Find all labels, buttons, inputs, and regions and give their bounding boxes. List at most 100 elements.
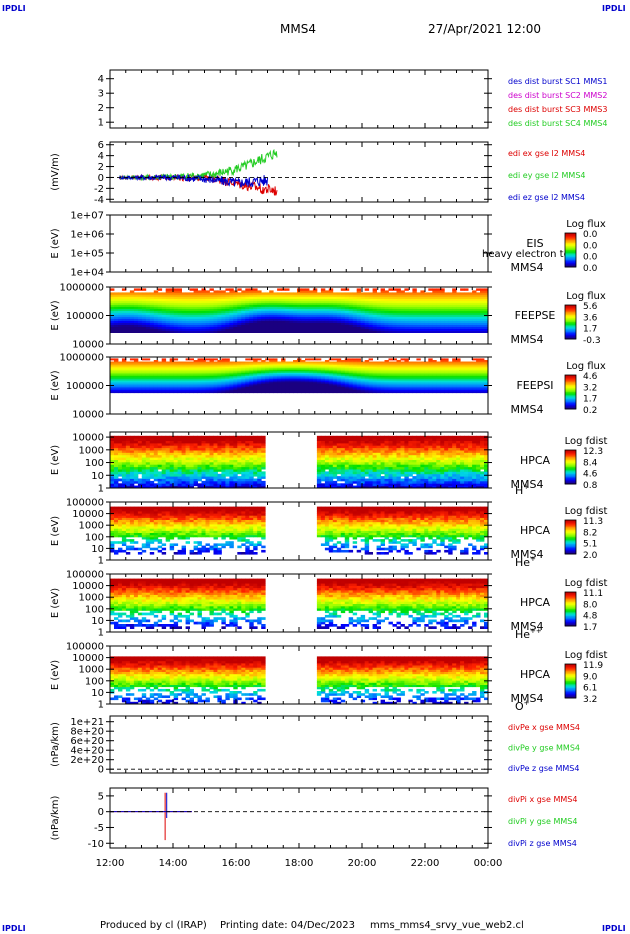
heatmap-cell [420, 304, 425, 307]
heatmap-cell [472, 358, 477, 361]
heatmap-cell [352, 375, 358, 378]
heatmap-cell [245, 324, 250, 327]
heatmap-cell [384, 374, 389, 376]
heatmap-cell [257, 375, 262, 378]
series-legend-label: edi ex gse l2 MMS4 [508, 149, 585, 158]
heatmap-cell [460, 389, 465, 392]
heatmap-cell [118, 440, 123, 444]
heatmap-cell [129, 473, 135, 477]
heatmap-cell [301, 363, 306, 366]
heatmap-cell [261, 375, 266, 378]
heatmap-cell [129, 388, 135, 390]
heatmap-cell [153, 466, 159, 470]
heatmap-cell [428, 358, 433, 361]
heatmap-cell [464, 391, 469, 394]
heatmap-cell [444, 391, 449, 394]
heatmap-cell [480, 366, 485, 369]
heatmap-cell [205, 459, 210, 463]
heatmap-cell [297, 367, 302, 370]
heatmap-cell [281, 388, 286, 390]
heatmap-cell [197, 306, 202, 309]
heatmap-cell [428, 326, 433, 329]
heatmap-cell [205, 328, 210, 331]
heatmap-cell [193, 292, 198, 295]
heatmap-cell [316, 304, 322, 307]
heatmap-cell [297, 318, 302, 321]
heatmap-cell [380, 310, 385, 313]
heatmap-cell [392, 388, 397, 390]
heatmap-cell [368, 328, 373, 331]
heatmap-cell [181, 452, 186, 456]
heatmap-cell [273, 391, 278, 394]
heatmap-cell [137, 438, 143, 441]
heatmap-cell [129, 308, 135, 311]
heatmap-cell [169, 452, 175, 456]
heatmap-cell [420, 316, 425, 319]
heatmap-cell [265, 306, 270, 309]
heatmap-cell [448, 364, 453, 367]
heatmap-cell [225, 326, 230, 329]
heatmap-cell [285, 314, 290, 317]
heatmap-cell [412, 300, 417, 303]
heatmap-cell [185, 478, 190, 482]
heatmap-cell [324, 312, 330, 315]
heatmap-cell [217, 322, 222, 325]
heatmap-cell [110, 324, 115, 327]
heatmap-cell [253, 302, 258, 305]
heatmap-cell [285, 294, 290, 297]
heatmap-cell [332, 361, 338, 364]
heatmap-cell [241, 328, 246, 331]
heatmap-cell [225, 302, 230, 305]
heatmap-cell [173, 326, 179, 329]
heatmap-cell [364, 328, 370, 331]
heatmap-cell [197, 292, 202, 295]
heatmap-cell [480, 320, 485, 323]
heatmap-cell [404, 389, 409, 392]
heatmap-cell [388, 302, 393, 305]
heatmap-cell [460, 381, 465, 384]
heatmap-cell [320, 298, 326, 301]
heatmap-cell [193, 383, 198, 386]
heatmap-cell [141, 306, 147, 309]
heatmap-cell [165, 328, 171, 331]
heatmap-cell [213, 361, 218, 364]
heatmap-cell [368, 302, 373, 305]
heatmap-cell [157, 374, 163, 376]
heatmap-cell [225, 292, 230, 295]
heatmap-cell [440, 372, 445, 375]
heatmap-cell [308, 324, 314, 327]
heatmap-cell [157, 383, 163, 386]
heatmap-cell [129, 384, 135, 387]
heatmap-cell [181, 485, 186, 489]
heatmap-cell [225, 294, 230, 297]
heatmap-cell [233, 330, 238, 333]
heatmap-cell [209, 389, 214, 392]
heatmap-cell [392, 389, 397, 392]
heatmap-cell [197, 316, 202, 319]
heatmap-cell [344, 304, 350, 307]
heatmap-cell [448, 391, 453, 394]
heatmap-cell [121, 377, 127, 380]
heatmap-cell [360, 310, 366, 313]
heatmap-cell [452, 316, 457, 319]
heatmap-cell [201, 438, 206, 441]
heatmap-cell [332, 369, 338, 372]
heatmap-cell [197, 322, 202, 325]
heatmap-cell [328, 375, 334, 378]
heatmap-cell [241, 308, 246, 311]
heatmap-cell [308, 364, 314, 367]
heatmap-cell [141, 445, 147, 449]
heatmap-cell [253, 388, 258, 390]
heatmap-cell [189, 288, 194, 291]
heatmap-cell [388, 318, 393, 321]
heatmap-cell [384, 290, 389, 293]
heatmap-cell [153, 302, 159, 305]
heatmap-cell [440, 302, 445, 305]
series-legend-label: des dist burst SC2 MMS2 [508, 91, 607, 100]
heatmap-cell [396, 316, 401, 319]
heatmap-cell [118, 294, 123, 297]
heatmap-cell [464, 298, 469, 301]
heatmap-cell [352, 306, 358, 309]
heatmap-cell [118, 485, 123, 489]
heatmap-cell [420, 302, 425, 305]
